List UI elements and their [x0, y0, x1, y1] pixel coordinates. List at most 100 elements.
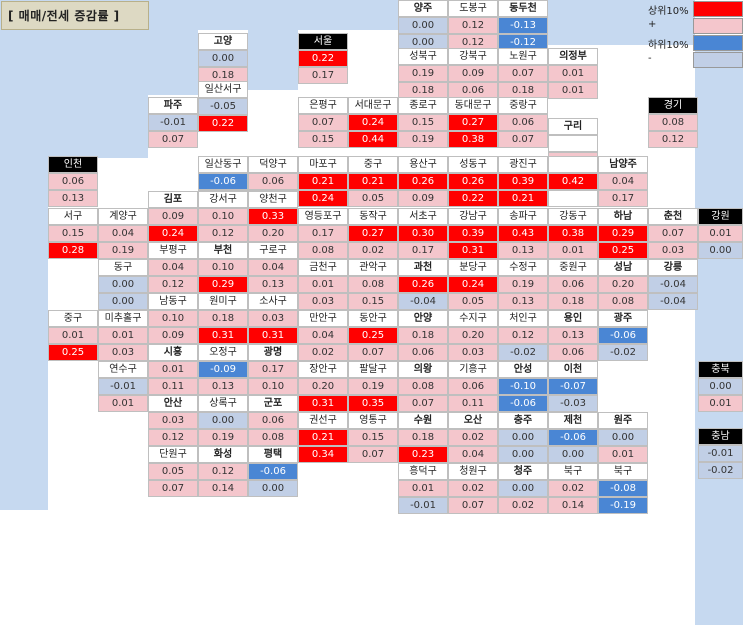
rent-change-value: 0.05	[448, 293, 498, 310]
sale-change-value: 0.01	[148, 361, 198, 378]
sale-change-value: 0.00	[498, 429, 548, 446]
sale-change-value: 0.03	[248, 310, 298, 327]
sale-change-value: 0.27	[348, 225, 398, 242]
rent-change-value: 0.31	[448, 242, 498, 259]
sale-change-value: 0.18	[198, 310, 248, 327]
map-area	[0, 30, 48, 510]
sale-change-value: 0.30	[398, 225, 448, 242]
sale-change-value: 0.15	[348, 429, 398, 446]
sale-change-value: 0.05	[148, 463, 198, 480]
region-name: 팔달구	[348, 361, 398, 378]
rent-change-value	[548, 190, 598, 207]
sale-change-value: 0.00	[698, 378, 743, 395]
region-name: 북구	[598, 463, 648, 480]
region-name: 영등포구	[298, 208, 348, 225]
sale-change-value: 0.17	[298, 225, 348, 242]
sale-change-value: 0.20	[298, 378, 348, 395]
rent-change-value: -0.06	[498, 395, 548, 412]
sale-change-value: 0.20	[448, 327, 498, 344]
sale-change-value: -0.06	[598, 327, 648, 344]
region-name: 영통구	[348, 412, 398, 429]
rent-change-value: -0.02	[598, 344, 648, 361]
region-name: 북구	[548, 463, 598, 480]
rent-change-value: 0.19	[198, 429, 248, 446]
rent-change-value: 0.31	[248, 327, 298, 344]
rent-change-value: 0.03	[98, 344, 148, 361]
rent-change-value: 0.13	[498, 242, 548, 259]
sale-change-value: 0.02	[548, 480, 598, 497]
region-name: 단원구	[148, 446, 198, 463]
legend-label: -	[648, 53, 652, 64]
sale-change-value: -0.04	[648, 276, 698, 293]
region-name: 금천구	[298, 259, 348, 276]
sale-change-value: 0.08	[648, 114, 698, 131]
region-name: 이천	[548, 361, 598, 378]
rent-change-value: 0.31	[298, 395, 348, 412]
rent-change-value: 0.14	[198, 480, 248, 497]
rent-change-value: 0.00	[498, 446, 548, 463]
region-name: 부천	[198, 242, 248, 259]
sale-change-value: 0.24	[348, 114, 398, 131]
sale-change-value: 0.04	[298, 327, 348, 344]
rent-change-value: 0.00	[698, 242, 743, 259]
sale-change-value: 0.04	[598, 173, 648, 190]
sale-change-value: -0.07	[548, 378, 598, 395]
sale-change-value: 0.08	[348, 276, 398, 293]
sale-change-value: -0.09	[198, 361, 248, 378]
region-name: 과천	[398, 259, 448, 276]
sale-change-value: 0.00	[398, 17, 448, 34]
sale-change-value: 0.15	[398, 114, 448, 131]
sale-change-value: 0.39	[448, 225, 498, 242]
legend-label: 하위10%	[648, 40, 689, 51]
rent-change-value: 0.01	[598, 446, 648, 463]
rent-change-value: 0.14	[548, 497, 598, 514]
region-name: 원주	[598, 412, 648, 429]
rent-change-value: 0.09	[148, 327, 198, 344]
rent-change-value: 0.10	[248, 378, 298, 395]
sale-change-value: 0.04	[248, 259, 298, 276]
rent-change-value: 0.31	[198, 327, 248, 344]
sale-change-value: 0.10	[198, 208, 248, 225]
region-name: 흥덕구	[398, 463, 448, 480]
legend-swatch	[693, 1, 743, 17]
sale-change-value: 0.19	[398, 65, 448, 82]
sale-change-value: 0.39	[498, 173, 548, 190]
sale-change-value: 0.01	[98, 327, 148, 344]
region-name: 군포	[248, 395, 298, 412]
region-name: 청주	[498, 463, 548, 480]
legend-label: +	[648, 19, 657, 30]
legend-swatch	[693, 52, 743, 68]
region-name: 처인구	[498, 310, 548, 327]
rent-change-value: 0.00	[248, 480, 298, 497]
rent-change-value: 0.44	[348, 131, 398, 148]
sale-change-value: 0.26	[398, 276, 448, 293]
sale-change-value: 0.22	[298, 50, 348, 67]
region-name: 부평구	[148, 242, 198, 259]
sale-change-value: 0.07	[298, 114, 348, 131]
sale-change-value: -0.01	[698, 445, 743, 462]
map-area	[695, 45, 743, 205]
sale-change-value: -0.06	[548, 429, 598, 446]
region-name: 강릉	[648, 259, 698, 276]
rent-change-value: 0.28	[48, 242, 98, 259]
sale-change-value: -0.10	[498, 378, 548, 395]
sale-change-value: 0.02	[448, 480, 498, 497]
region-name: 시흥	[148, 344, 198, 361]
region-name: 기흥구	[448, 361, 498, 378]
map-area	[48, 150, 148, 158]
rent-change-value: 0.12	[148, 276, 198, 293]
sale-change-value: 0.01	[48, 327, 98, 344]
rent-change-value: 0.12	[148, 429, 198, 446]
region-name: 미추홀구	[98, 310, 148, 327]
rent-change-value: 0.25	[598, 242, 648, 259]
region-name: 동대문구	[448, 97, 498, 114]
sale-change-value: 0.21	[298, 429, 348, 446]
sale-change-value: 0.19	[498, 276, 548, 293]
sale-change-value: 0.29	[598, 225, 648, 242]
sale-change-value: 0.25	[348, 327, 398, 344]
sale-change-value: -0.01	[148, 114, 198, 131]
sale-change-value: 0.12	[448, 17, 498, 34]
sale-change-value: 0.24	[448, 276, 498, 293]
rent-change-value: 0.20	[248, 225, 298, 242]
region-name: 종로구	[398, 97, 448, 114]
